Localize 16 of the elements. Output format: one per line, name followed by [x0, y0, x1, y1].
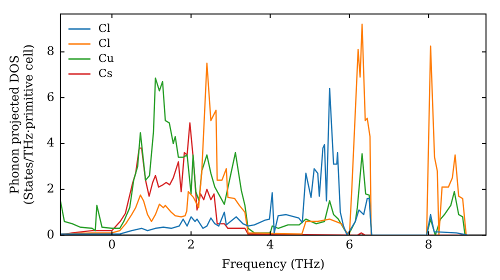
legend-label: Cu: [98, 52, 114, 65]
x-tick-label: 2: [187, 238, 195, 252]
x-tick-label: 4: [266, 238, 274, 252]
x-tick-label: 8: [424, 238, 432, 252]
y-tick-label: 2: [46, 181, 54, 196]
y-tick-label: 0: [46, 227, 54, 242]
x-tick-label: 6: [346, 238, 354, 252]
legend-label: Cs: [98, 66, 113, 80]
x-axis-title: Frequency (THz): [222, 256, 325, 271]
y-axis-title: Phonon projected DOS (States/THz·primitive cell): [7, 44, 36, 205]
y-tick-label: 8: [46, 44, 54, 58]
x-tick-label: 0: [108, 238, 116, 252]
y-tick-label: 6: [46, 90, 54, 104]
legend-label: Cl: [98, 36, 111, 50]
legend-label: Cl: [98, 22, 111, 35]
y-tick-label: 4: [46, 136, 55, 150]
